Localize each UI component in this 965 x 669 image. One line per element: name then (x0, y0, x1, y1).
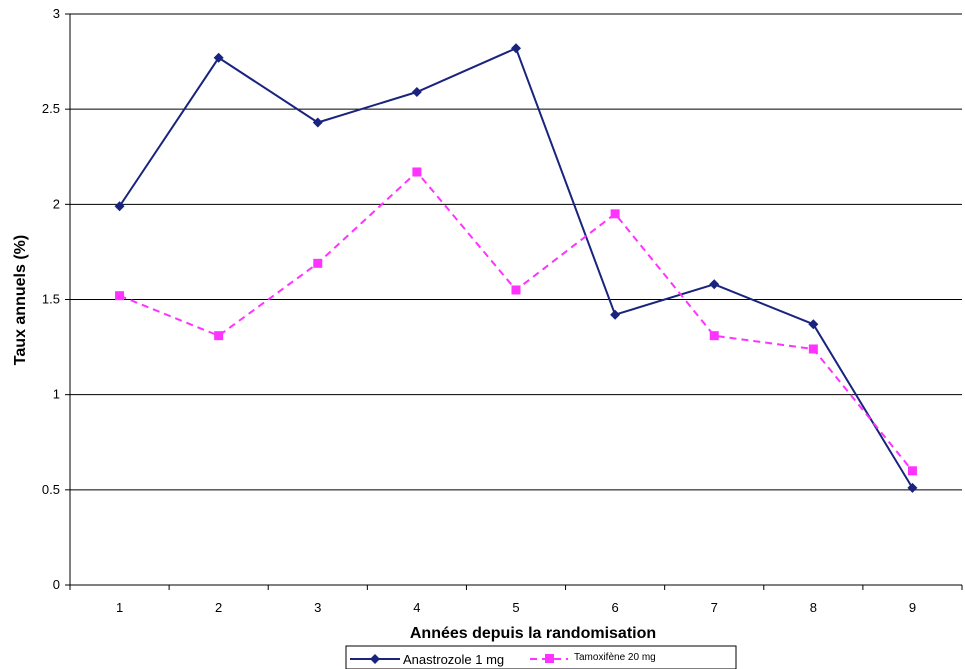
series-0-point-3 (312, 117, 323, 128)
legend-label-tamoxifene: Tamoxifène 20 mg (574, 652, 656, 663)
y-tick-label-1: 0.5 (42, 482, 60, 497)
series-1-point-4 (412, 167, 422, 177)
x-tick-label-9: 9 (909, 600, 916, 615)
legend-label-anastrozole: Anastrozole 1 mg (403, 652, 504, 667)
series-0-point-7 (709, 279, 720, 290)
x-tick-label-1: 1 (116, 600, 123, 615)
series-0-point-4 (411, 87, 422, 98)
x-tick-label-8: 8 (810, 600, 817, 615)
y-tick-label-2: 1 (53, 387, 60, 402)
series-0-point-8 (808, 319, 819, 330)
x-tick-label-4: 4 (413, 600, 420, 615)
x-tick-label-6: 6 (611, 600, 618, 615)
series-1-point-5 (511, 285, 521, 295)
series-1-point-2 (214, 331, 224, 341)
series-1-point-9 (907, 466, 917, 476)
series-1-point-6 (610, 209, 620, 219)
x-tick-label-7: 7 (711, 600, 718, 615)
legend-marker-anastrozole (370, 654, 380, 664)
y-tick-label-3: 1.5 (42, 292, 60, 307)
legend-item-tamoxifene: Tamoxifène 20 mg (530, 652, 656, 663)
axes (65, 13, 963, 590)
gridlines (70, 13, 962, 491)
series-1-point-3 (313, 258, 323, 268)
series-1-point-8 (808, 344, 818, 354)
legend-item-anastrozole: Anastrozole 1 mg (350, 652, 504, 667)
y-tick-label-6: 3 (53, 6, 60, 21)
x-tick-label-3: 3 (314, 600, 321, 615)
legend-marker-tamoxifene (545, 654, 554, 663)
series-0-point-2 (213, 52, 224, 63)
series-1-point-7 (709, 331, 719, 341)
series-0-point-1 (114, 201, 125, 212)
series-group (114, 43, 918, 493)
series-0-point-5 (511, 43, 521, 54)
y-axis-title: Taux annuels (%) (12, 235, 29, 365)
series-1-point-1 (115, 291, 125, 301)
x-axis-title: Années depuis la randomisation (410, 625, 656, 642)
legend-box (345, 645, 737, 669)
y-tick-labels: 0 0.5 1 1.5 2 2.5 3 (42, 6, 60, 592)
series-0-point-9 (907, 482, 918, 493)
x-tick-labels: 1 2 3 4 5 6 7 8 9 (116, 600, 916, 615)
x-tick-label-5: 5 (512, 600, 519, 615)
series-0-point-6 (610, 309, 621, 320)
y-tick-label-0: 0 (53, 577, 60, 592)
x-tick-label-2: 2 (215, 600, 222, 615)
y-tick-label-5: 2.5 (42, 101, 60, 116)
y-tick-label-4: 2 (53, 196, 60, 211)
legend: Anastrozole 1 mg Tamoxifène 20 mg (345, 645, 737, 669)
